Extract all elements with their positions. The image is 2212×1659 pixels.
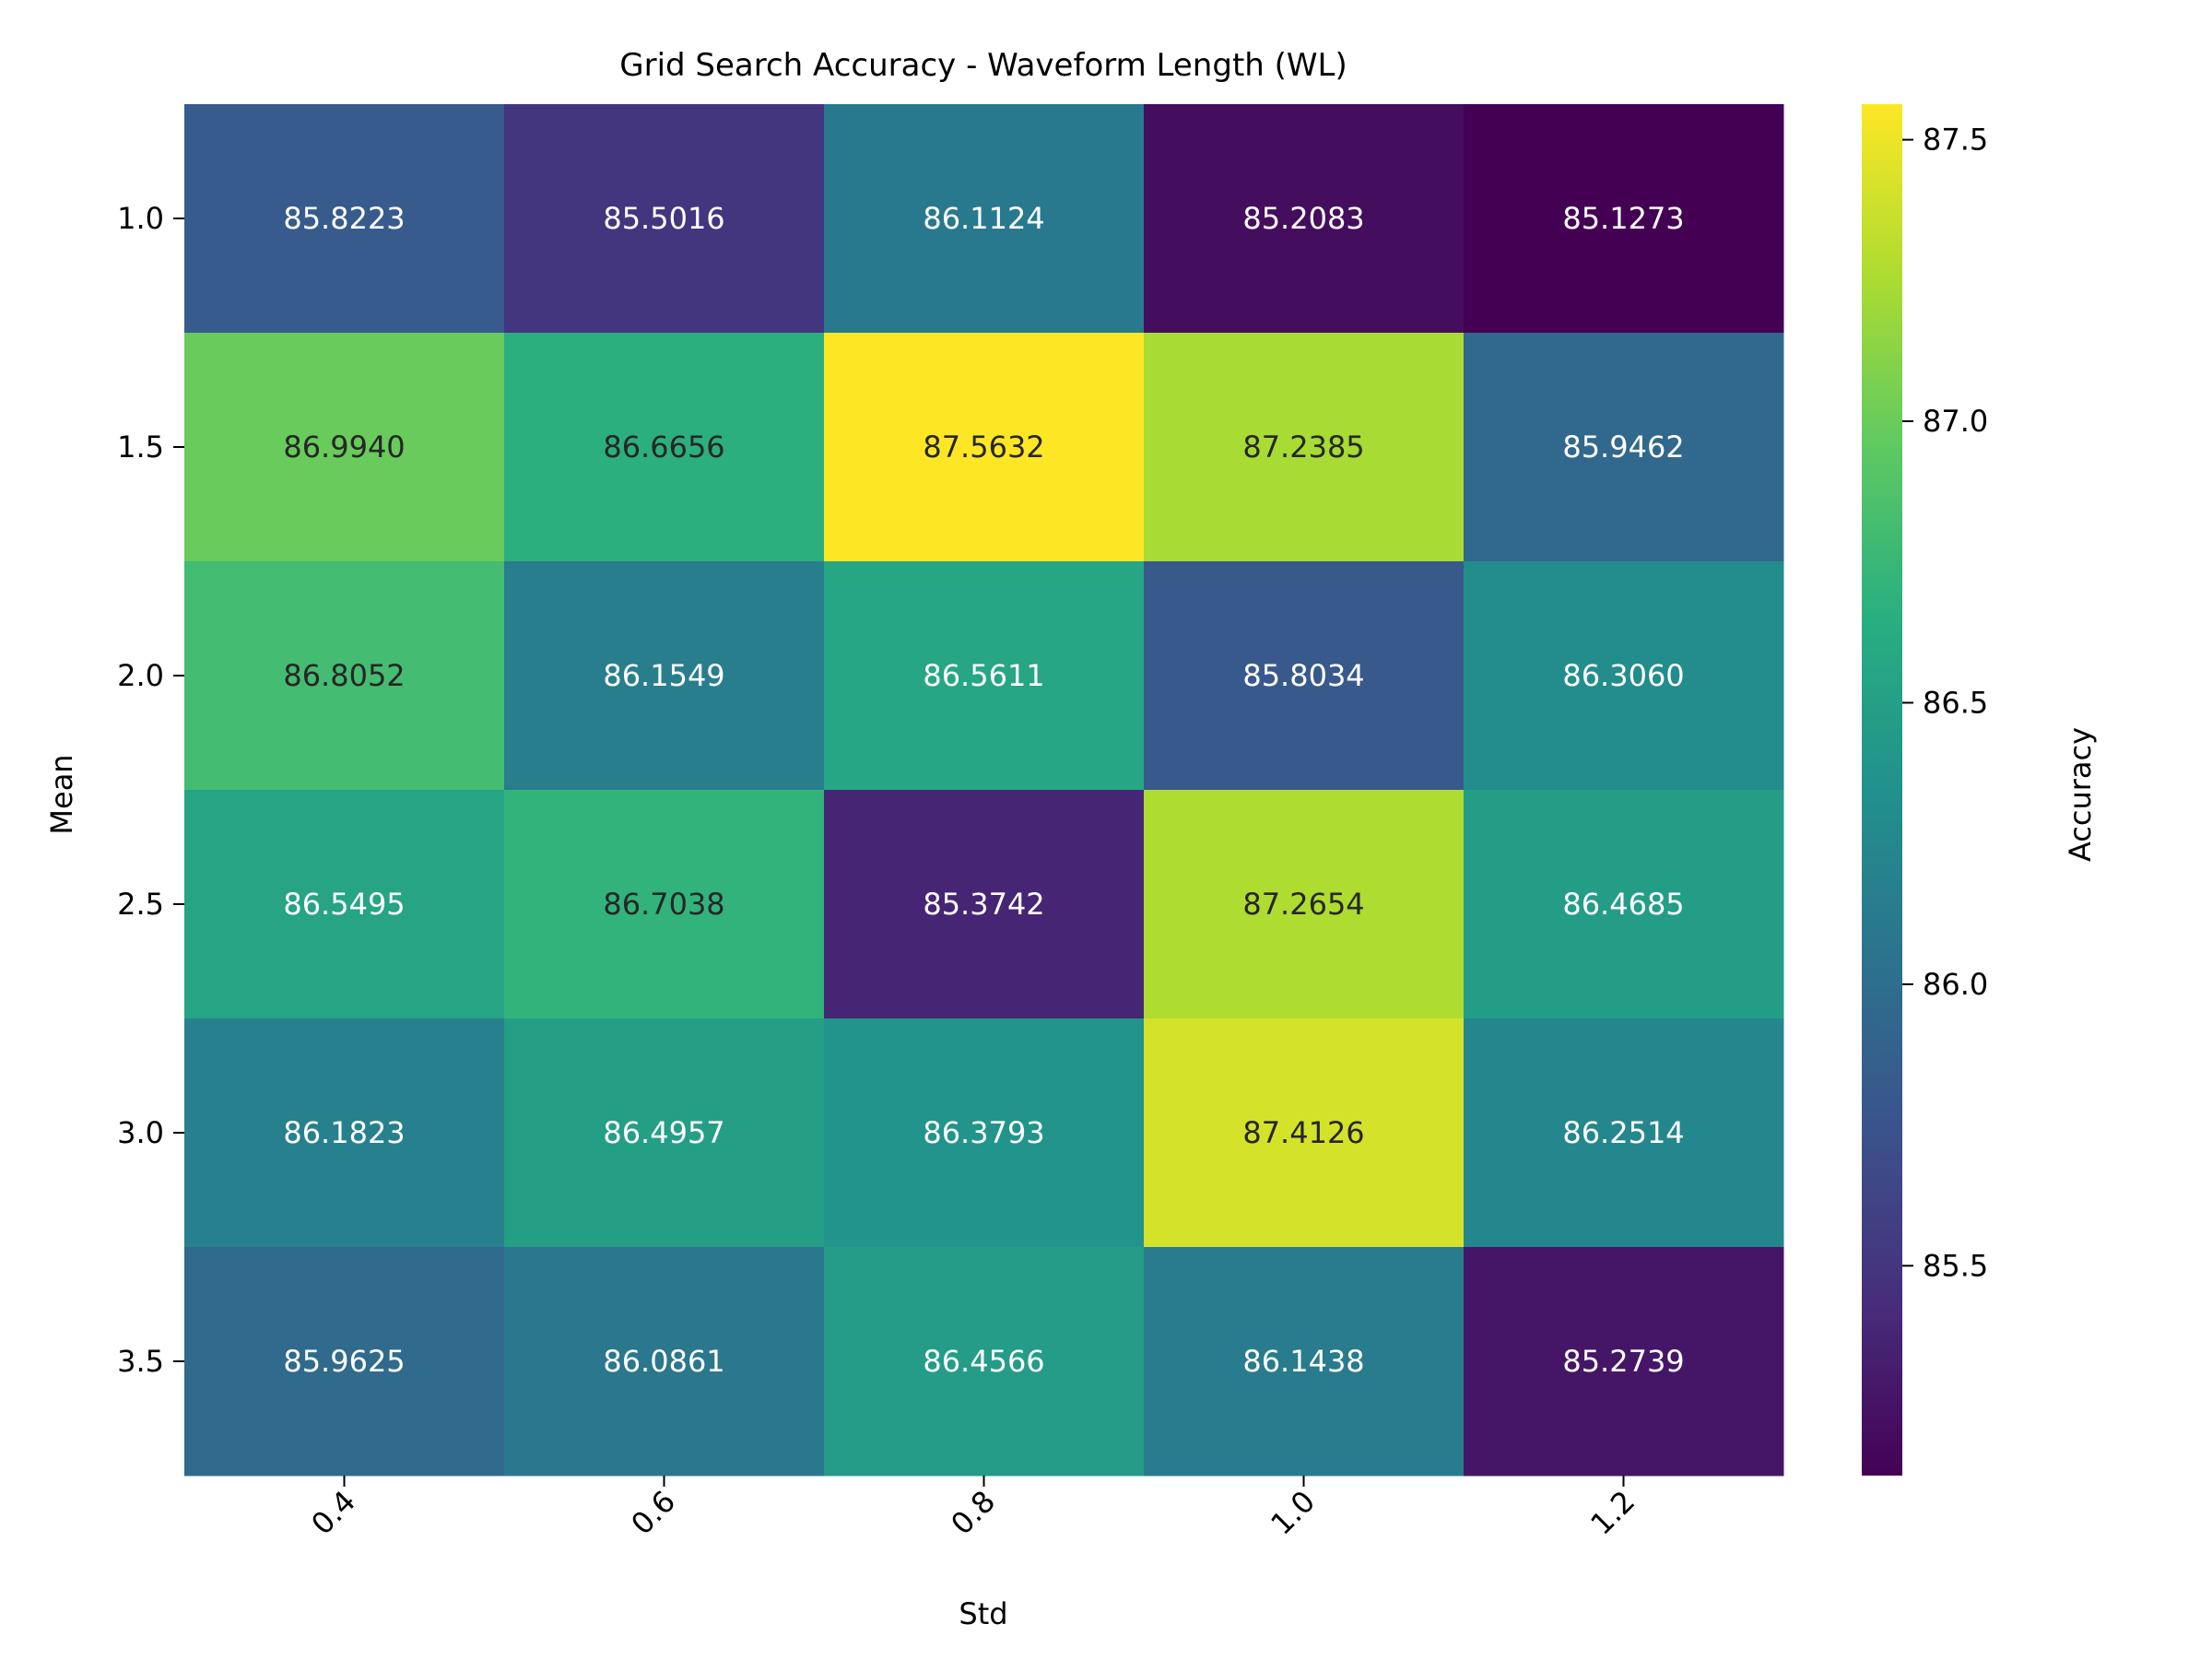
x-axis-label: Std	[959, 1596, 1007, 1631]
x-tick-label: 0.4	[304, 1484, 362, 1542]
x-tick-label: 1.0	[1264, 1484, 1322, 1542]
cell-value-label: 85.8223	[283, 201, 405, 236]
heatmap-cell	[504, 790, 825, 1019]
cell-value-label: 86.5495	[283, 887, 405, 922]
y-tick-label: 2.0	[117, 658, 164, 693]
colorbar-tick-label: 87.5	[1923, 123, 1988, 158]
heatmap-cell	[1464, 561, 1784, 791]
cell-value-label: 85.8034	[1242, 658, 1364, 693]
heatmap-cell	[504, 1018, 825, 1248]
heatmap-cell	[1464, 1018, 1784, 1248]
heatmap-cell	[824, 561, 1145, 791]
heatmap-cell	[184, 790, 505, 1019]
heatmap-cell	[504, 1247, 825, 1477]
cell-value-label: 86.1823	[283, 1115, 405, 1150]
x-tick-label: 0.8	[944, 1484, 1002, 1542]
cell-value-label: 86.4957	[603, 1115, 724, 1150]
y-tick-label: 2.5	[117, 887, 164, 922]
colorbar	[1862, 104, 1902, 1476]
colorbar-tick-label: 86.5	[1923, 685, 1988, 720]
heatmap-cell	[824, 790, 1145, 1019]
cell-value-label: 86.0861	[603, 1344, 724, 1379]
cell-value-label: 85.2739	[1562, 1344, 1684, 1379]
heatmap-cell	[184, 1018, 505, 1248]
cell-value-label: 87.4126	[1242, 1115, 1364, 1150]
heatmap-cell	[824, 1018, 1145, 1248]
heatmap-cell	[184, 104, 505, 334]
heatmap-cell	[824, 1247, 1145, 1477]
heatmap-cell	[824, 333, 1145, 562]
cell-value-label: 86.1124	[923, 201, 1044, 236]
x-tick-label: 0.6	[624, 1484, 682, 1542]
cell-value-label: 86.3793	[923, 1115, 1044, 1150]
cell-value-label: 86.8052	[283, 658, 405, 693]
heatmap-cell	[1144, 104, 1465, 334]
cell-value-label: 85.5016	[603, 201, 724, 236]
y-axis-ticks: 1.0 1.5 2.0 2.5 3.0 3.5	[117, 201, 184, 1379]
heatmap-cell	[1144, 561, 1465, 791]
y-tick-label: 1.5	[117, 429, 164, 465]
colorbar-tick-label: 86.0	[1923, 967, 1988, 1002]
heatmap-cell	[1464, 104, 1784, 334]
chart-title: Grid Search Accuracy - Waveform Length (…	[619, 47, 1347, 84]
heatmap-cell	[184, 1247, 505, 1477]
cell-value-label: 85.1273	[1562, 201, 1684, 236]
y-tick-label: 1.0	[117, 201, 164, 236]
heatmap-cell	[184, 561, 505, 791]
cell-value-label: 87.5632	[923, 429, 1044, 465]
cell-value-label: 86.6656	[603, 429, 724, 465]
cell-value-label: 85.2083	[1242, 201, 1364, 236]
cell-value-label: 87.2385	[1242, 429, 1364, 465]
cell-value-label: 86.9940	[283, 429, 405, 465]
cell-value-label: 87.2654	[1242, 887, 1364, 922]
cell-value-label: 86.5611	[923, 658, 1044, 693]
cell-value-label: 85.9625	[283, 1344, 405, 1379]
heatmap-cell	[504, 104, 825, 334]
colorbar-tick-label: 87.0	[1923, 404, 1988, 439]
x-axis-ticks: 0.4 0.6 0.8 1.0 1.2	[304, 1476, 1641, 1542]
heatmap-cell	[1144, 1247, 1465, 1477]
cell-value-label: 86.4566	[923, 1344, 1044, 1379]
y-axis-label: Mean	[44, 754, 79, 834]
cell-value-label: 86.7038	[603, 887, 724, 922]
y-tick-label: 3.0	[117, 1115, 164, 1150]
x-tick-label: 1.2	[1583, 1484, 1641, 1542]
cell-value-label: 85.3742	[923, 887, 1044, 922]
heatmap-cell	[504, 561, 825, 791]
heatmap-cell	[824, 104, 1145, 334]
colorbar-ticks: 85.5 86.0 86.5 87.0 87.5	[1902, 123, 1988, 1283]
heatmap-cell	[1144, 790, 1465, 1019]
heatmap-cell	[1144, 333, 1465, 562]
heatmap-cell	[1464, 1247, 1784, 1477]
colorbar-label: Accuracy	[2063, 727, 2098, 862]
heatmap-cell	[184, 333, 505, 562]
cell-value-label: 86.4685	[1562, 887, 1684, 922]
cell-value-label: 86.1438	[1242, 1344, 1364, 1379]
cell-value-label: 86.1549	[603, 658, 724, 693]
cell-value-label: 86.2514	[1562, 1115, 1684, 1150]
heatmap-cell	[1464, 790, 1784, 1019]
cell-value-label: 85.9462	[1562, 429, 1684, 465]
cell-value-label: 86.3060	[1562, 658, 1684, 693]
heatmap-cell	[504, 333, 825, 562]
heatmap-cell	[1464, 333, 1784, 562]
colorbar-tick-label: 85.5	[1923, 1248, 1988, 1283]
heatmap-cell	[1144, 1018, 1465, 1248]
y-tick-label: 3.5	[117, 1344, 164, 1379]
heatmap-cells: 85.8223 85.5016 86.1124 85.2083 85.1273 86.99…	[184, 104, 1784, 1477]
